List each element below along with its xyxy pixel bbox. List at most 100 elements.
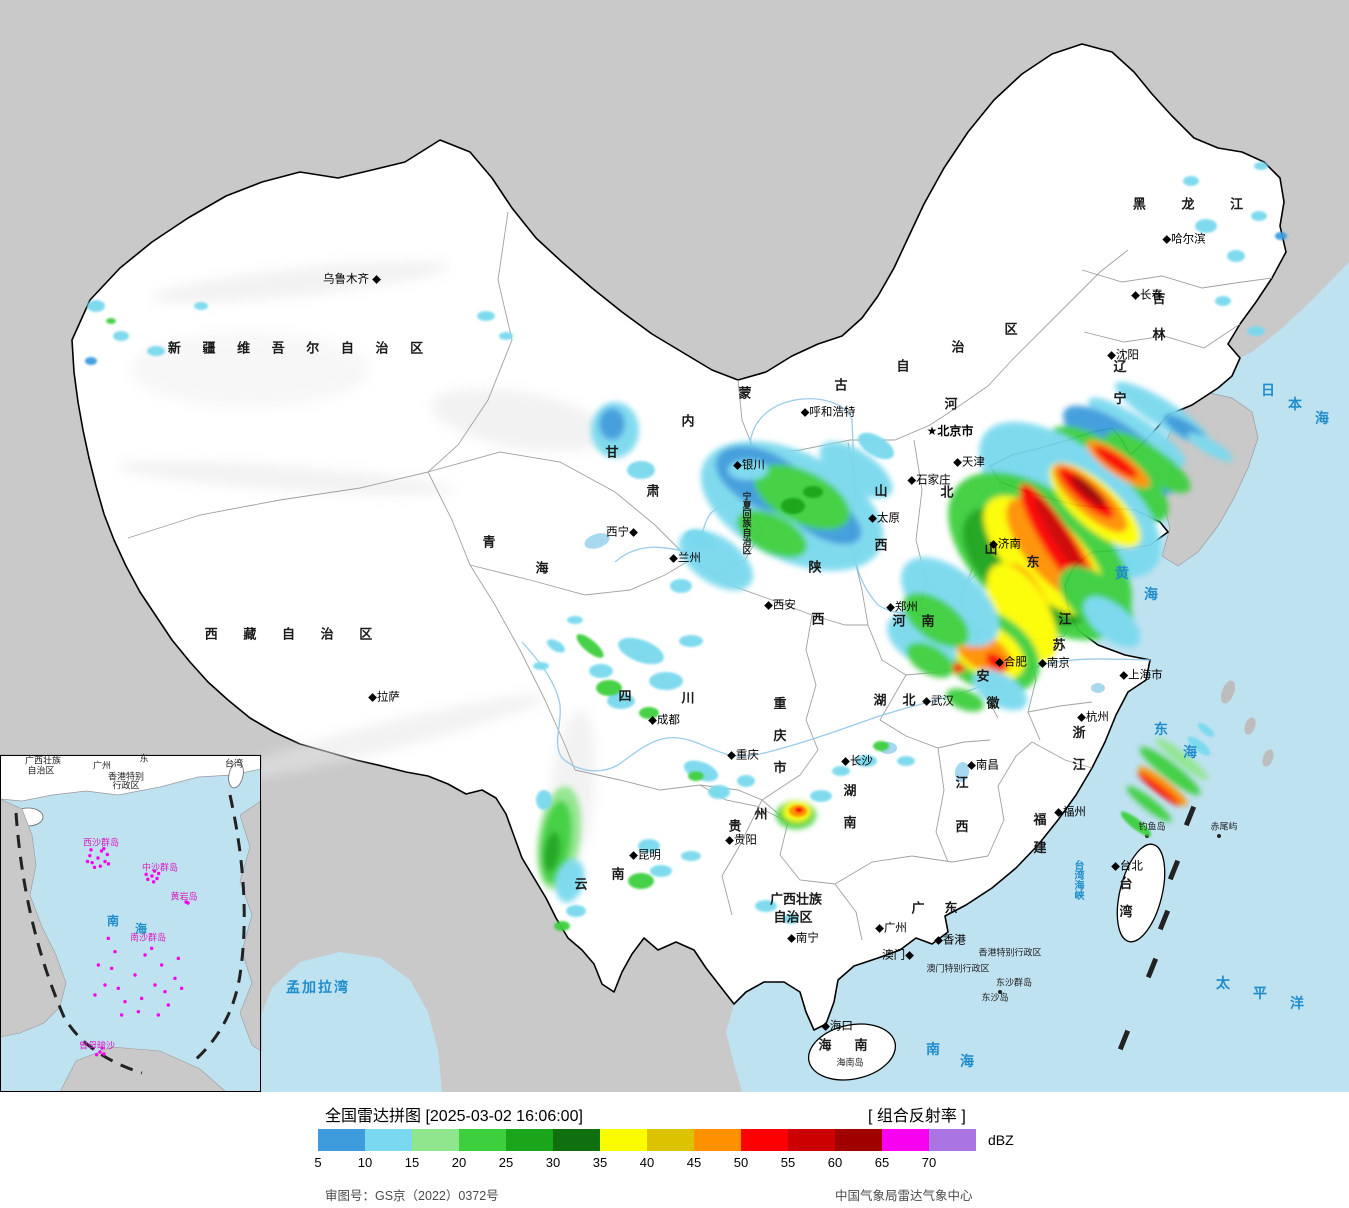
radar-echo xyxy=(85,357,97,365)
island-dot xyxy=(102,1052,106,1056)
island-dot xyxy=(109,966,114,971)
legend-color-swatch xyxy=(318,1129,365,1151)
radar-echo xyxy=(902,592,970,648)
radar-echo xyxy=(855,755,877,767)
radar-echo xyxy=(684,529,716,551)
radar-echo xyxy=(147,346,165,356)
island-dot xyxy=(116,986,121,991)
island-dot xyxy=(106,862,111,866)
island-dot xyxy=(85,859,90,864)
radar-echo xyxy=(901,557,999,647)
radar-echo xyxy=(755,900,777,912)
radar-echo xyxy=(1139,746,1201,796)
legend-tick-value: 60 xyxy=(827,1155,843,1170)
radar-echo xyxy=(803,486,823,498)
legend-product-label: [ 组合反射率 ] xyxy=(868,1108,966,1125)
radar-echo xyxy=(708,785,730,799)
island-dot xyxy=(139,996,144,1001)
radar-echo xyxy=(1187,432,1233,462)
radar-center-credit: 中国气象局雷达气象中心 xyxy=(835,1189,973,1203)
radar-echo xyxy=(499,332,513,340)
legend-color-swatch xyxy=(412,1129,459,1151)
legend-color-swatch xyxy=(365,1129,412,1151)
radar-echo xyxy=(1251,211,1267,221)
radar-echo xyxy=(728,460,768,480)
island-dot xyxy=(176,956,181,961)
legend-tick-value: 55 xyxy=(780,1155,796,1170)
legend-tick-value: 30 xyxy=(545,1155,561,1170)
radar-echo xyxy=(1183,176,1199,186)
island-dot xyxy=(153,983,157,987)
legend-tick-row: 5 10 15 20 25 30 35 40 45 50 55 60 65 70 xyxy=(314,1155,976,1171)
radar-echo xyxy=(985,652,1007,672)
legend-color-swatch xyxy=(600,1129,647,1151)
island-dot xyxy=(100,1046,104,1050)
island-dot xyxy=(163,989,167,994)
island-dot xyxy=(89,848,93,852)
radar-echo xyxy=(1105,431,1191,493)
radar-echo xyxy=(945,688,985,712)
island-dot xyxy=(103,983,107,987)
legend-color-swatch xyxy=(882,1129,929,1151)
radar-echo xyxy=(1126,786,1172,822)
radar-echo xyxy=(1155,738,1209,780)
radar-echo xyxy=(1137,772,1181,806)
radar-echo xyxy=(1094,446,1138,478)
island-dot xyxy=(150,874,154,878)
radar-echo xyxy=(857,432,895,460)
inset-borneo xyxy=(59,1046,227,1092)
island-dot xyxy=(155,876,159,881)
map-graphic xyxy=(0,0,1349,1092)
island-dot xyxy=(151,880,156,884)
island-dot xyxy=(159,963,164,967)
radar-echo-layer-sharp xyxy=(85,162,1287,931)
island-dot xyxy=(88,853,92,858)
radar-echo xyxy=(554,921,570,931)
radar-echo xyxy=(1197,723,1215,737)
legend-color-swatch xyxy=(741,1129,788,1151)
island-dot xyxy=(156,1013,161,1017)
legend-color-swatch xyxy=(835,1129,882,1151)
radar-echo xyxy=(639,707,659,719)
island-dot xyxy=(149,946,154,951)
radar-echo xyxy=(1254,162,1268,170)
radar-echo xyxy=(607,693,635,709)
legend-tick-value: 15 xyxy=(404,1155,420,1170)
radar-echo xyxy=(897,756,915,766)
radar-echo xyxy=(533,662,549,670)
hainan-island xyxy=(807,1023,897,1081)
island-dot xyxy=(123,999,127,1004)
legend-color-swatch xyxy=(506,1129,553,1151)
china-radar-map: 黑 龙 江吉 林辽 宁内蒙古自治区新 疆 维 吾 尔 自 治 区西 藏 自 治 … xyxy=(0,0,1349,1092)
island-dot xyxy=(133,973,137,977)
radar-echo xyxy=(546,639,566,653)
taiwan-island xyxy=(1116,843,1166,943)
legend-color-swatch xyxy=(647,1129,694,1151)
dbz-unit-label: dBZ xyxy=(988,1132,1014,1148)
radar-echo xyxy=(1083,596,1141,648)
island-dot xyxy=(113,949,117,954)
lakes xyxy=(584,533,1105,782)
radar-echo xyxy=(1138,766,1188,806)
radar-echo xyxy=(1088,397,1186,467)
island-dot xyxy=(152,869,157,873)
radar-echo xyxy=(618,637,664,665)
radar-echo xyxy=(906,642,954,678)
radar-echo xyxy=(670,579,692,593)
radar-echo xyxy=(873,741,889,751)
island-dot xyxy=(102,846,106,851)
island-dot xyxy=(96,963,101,967)
island-dot xyxy=(173,976,177,981)
radar-echo xyxy=(477,311,495,321)
radar-echo xyxy=(650,865,672,877)
radar-echo xyxy=(627,461,655,479)
legend-tick-value: 65 xyxy=(874,1155,890,1170)
inset-nine-dash-line xyxy=(14,794,246,1075)
radar-echo xyxy=(986,563,1058,661)
legend-tick-value: 10 xyxy=(357,1155,373,1170)
radar-echo-layer-soft xyxy=(536,381,1233,903)
island-dot xyxy=(179,986,184,991)
radar-echo xyxy=(543,832,561,872)
island-dot xyxy=(98,864,103,868)
terrain-shading xyxy=(115,261,609,880)
